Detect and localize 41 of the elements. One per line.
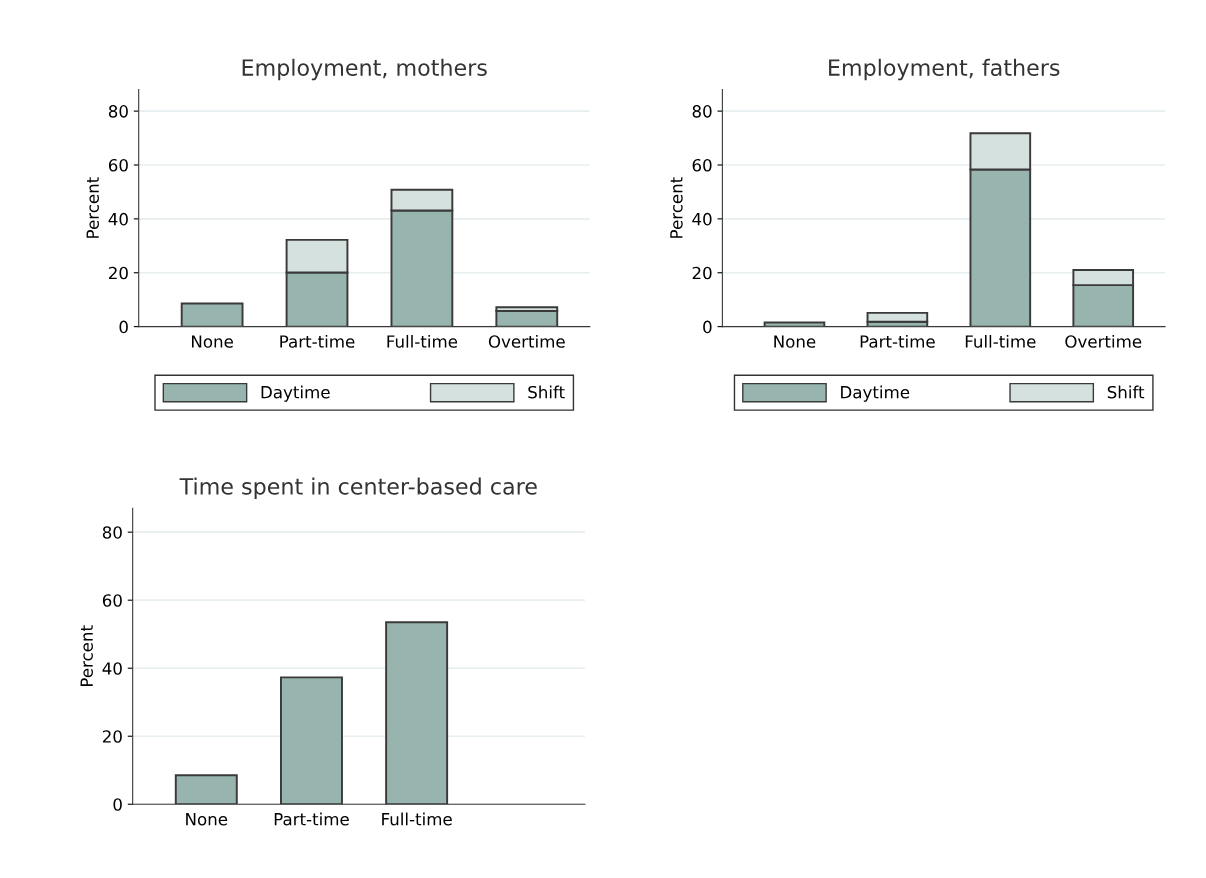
bar	[866, 311, 929, 323]
y-tick-label: 40	[102, 662, 122, 675]
bar	[279, 676, 343, 805]
x-tick-label: Part-time	[860, 334, 935, 348]
y-tick-label: 0	[113, 798, 122, 811]
y-tick-label: 40	[692, 212, 712, 226]
chart-title: Time spent in center-based care	[179, 477, 537, 500]
x-tick-label: Overtime	[488, 334, 565, 348]
x-tick-label: Full-time	[382, 812, 452, 826]
y-tick-label: 80	[102, 526, 122, 539]
bar	[174, 774, 238, 805]
y-axis-title: Percent	[86, 177, 99, 238]
chart-title: Employment, mothers	[242, 58, 487, 81]
x-tick-label: Part-time	[280, 334, 355, 348]
x-tick-label: Full-time	[965, 334, 1036, 348]
y-tick-label: 60	[692, 158, 712, 172]
x-tick-label: Part-time	[274, 812, 349, 826]
y-tick-label: 60	[108, 158, 128, 172]
y-tick-label: 20	[108, 266, 128, 280]
y-tick-label: 80	[108, 105, 128, 118]
y-tick-label: 20	[102, 730, 122, 743]
bar	[180, 302, 244, 327]
bar	[385, 621, 449, 805]
y-tick-label: 20	[692, 266, 712, 280]
legend-label: Daytime	[261, 385, 330, 402]
legend-label: Shift	[528, 385, 565, 399]
y-tick-label: 80	[692, 105, 712, 118]
y-tick-label: 0	[703, 320, 712, 334]
y-tick-label: 40	[108, 212, 128, 226]
x-tick-label: Full-time	[387, 334, 458, 348]
x-tick-label: None	[774, 335, 816, 348]
x-tick-label: Overtime	[1065, 334, 1142, 348]
legend-label: Shift	[1107, 385, 1145, 399]
y-axis-title: Percent	[80, 625, 93, 687]
y-axis-title: Percent	[670, 177, 683, 238]
x-tick-label: None	[192, 335, 233, 348]
y-tick-label: 0	[119, 320, 128, 334]
chart-title: Employment, fathers	[829, 58, 1060, 81]
x-tick-label: None	[186, 813, 228, 826]
y-tick-label: 60	[102, 594, 122, 607]
text: Daytime	[841, 385, 910, 402]
